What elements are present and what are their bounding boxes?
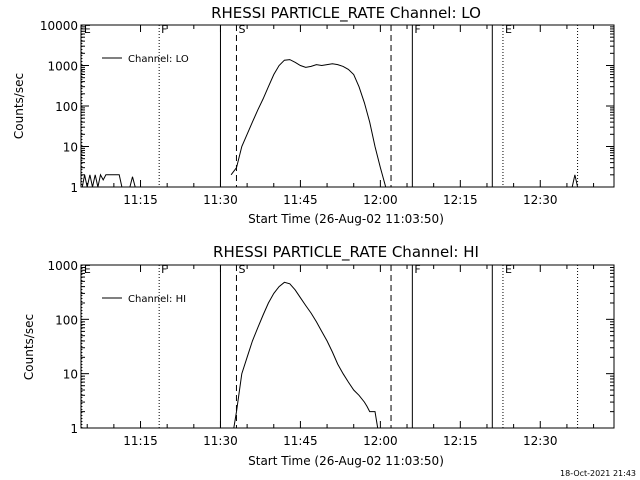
panel-lo-series-line	[129, 176, 136, 188]
panel-lo-event-marker-label: F	[161, 23, 167, 36]
panel-lo-y-tick-label: 1	[70, 181, 78, 195]
panel-hi-series	[233, 281, 379, 429]
panel-hi-y-tick-label: 1	[70, 422, 78, 436]
panel-lo-xlabel: Start Time (26-Aug-02 11:03:50)	[248, 212, 444, 226]
panel-hi-title: RHESSI PARTICLE_RATE Channel: HI	[213, 243, 479, 262]
panel-lo-x-tick-label: 12:15	[443, 193, 478, 207]
panel-hi-legend-label: Channel: HI	[128, 294, 186, 305]
panel-hi-x-tick-label: 12:15	[443, 434, 478, 448]
panel-hi-y-tick-label: 100	[55, 313, 78, 327]
panel-lo-ticks: 11:15 11:30 11:45 12:00 12:15 12:30 1 10 100 1000…	[40, 19, 614, 207]
panel-lo-series-line	[81, 173, 123, 188]
panel-hi-ticks: 11:15 11:30 11:45 12:00 12:15 12:30 1 10 100 1000	[47, 259, 614, 448]
panel-hi-y-tick-label: 1000	[47, 259, 78, 273]
panel-lo-legend: Channel: LO	[102, 54, 189, 65]
panel-lo-legend-label: Channel: LO	[128, 54, 189, 65]
panel-hi-series-line	[233, 281, 379, 429]
panel-lo-event-marker-label: E	[84, 23, 91, 36]
panel-lo-y-tick-label: 10000	[40, 19, 78, 33]
panel-lo-x-tick-label: 12:00	[363, 193, 398, 207]
panel-hi-event-marker-label: S	[238, 263, 245, 276]
panel-lo-event-marker-label: F	[414, 23, 420, 36]
panel-lo-series	[81, 59, 579, 188]
panel-hi-event-marker-label: E	[505, 263, 512, 276]
panel-hi-ylabel: Counts/sec	[22, 314, 36, 380]
panel-lo-y-tick-label: 100	[55, 100, 78, 114]
panel-lo: RHESSI PARTICLE_RATE Channel: LO Counts/…	[12, 4, 615, 226]
panel-lo-y-tick-label: 1000	[47, 60, 78, 74]
panel-hi-event-marker-label: F	[414, 263, 420, 276]
panel-hi-event-marker-label: F	[161, 263, 167, 276]
panel-hi-x-tick-label: 12:00	[363, 434, 398, 448]
panel-lo-event-marker-label: S	[238, 23, 245, 36]
panel-lo-x-tick-label: 11:30	[203, 193, 238, 207]
panel-hi-y-tick-label: 10	[63, 368, 78, 382]
panel-lo-title: RHESSI PARTICLE_RATE Channel: LO	[211, 4, 481, 23]
panel-lo-event-marker-label: E	[505, 23, 512, 36]
panel-lo-ylabel: Counts/sec	[12, 73, 26, 139]
panel-lo-y-tick-label: 10	[63, 141, 78, 155]
panel-hi-event-marker-label: E	[84, 263, 91, 276]
timestamp: 18-Oct-2021 21:43	[560, 469, 636, 478]
panel-lo-x-tick-label: 12:30	[523, 193, 558, 207]
panel-hi-legend: Channel: HI	[102, 294, 186, 305]
panel-lo-series-line	[571, 174, 579, 188]
panel-lo-x-tick-label: 11:45	[283, 193, 318, 207]
panel-hi-xlabel: Start Time (26-Aug-02 11:03:50)	[248, 454, 444, 468]
panel-hi-x-tick-label: 12:30	[523, 434, 558, 448]
panel-hi-x-tick-label: 11:45	[283, 434, 318, 448]
panel-hi-x-tick-label: 11:15	[123, 434, 158, 448]
panel-lo-plot-frame	[80, 24, 615, 188]
panel-hi: RHESSI PARTICLE_RATE Channel: HI Counts/…	[22, 243, 615, 468]
panel-lo-x-tick-label: 11:15	[123, 193, 158, 207]
panel-hi-x-tick-label: 11:30	[203, 434, 238, 448]
panel-hi-plot-frame	[80, 264, 615, 429]
panel-lo-series-line	[230, 59, 387, 188]
